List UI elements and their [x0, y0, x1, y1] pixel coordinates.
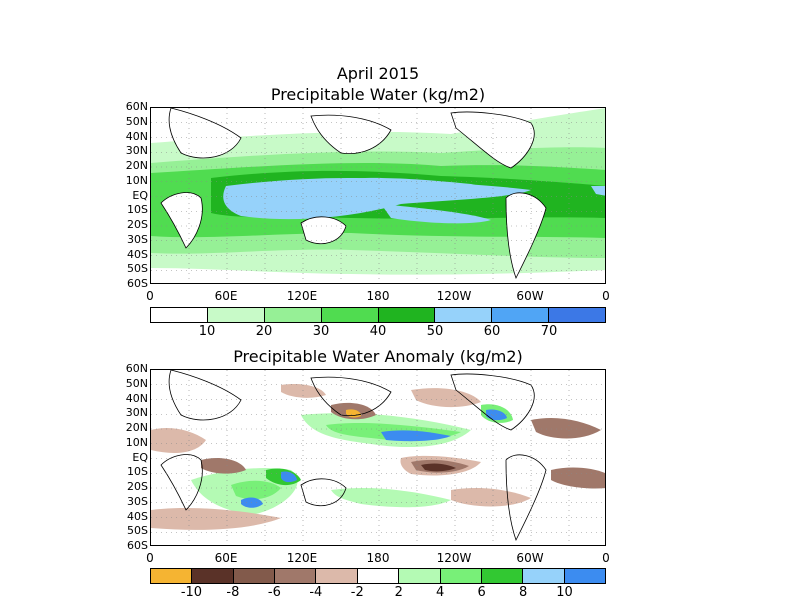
precipitable-water-anomaly-map [150, 369, 606, 546]
colorbar-swatch [321, 308, 379, 322]
colorbar-label: -10 [180, 585, 203, 600]
map-title-variable: Precipitable Water (kg/m2) [270, 85, 486, 104]
lat-label: 40N [125, 129, 148, 143]
lon-label: 120E [286, 551, 318, 565]
lon-label: 120W [436, 551, 472, 565]
lat-label: 50S [127, 524, 148, 538]
lat-label: 20S [127, 480, 148, 493]
lon-label: 60W [516, 289, 544, 303]
colorbar-swatch [435, 308, 493, 322]
lon-label: 180 [366, 551, 390, 565]
lat-label: 20N [125, 421, 148, 434]
lat-label: 50N [125, 114, 148, 128]
lat-label: 20N [125, 159, 148, 172]
colorbar-label: 2 [394, 585, 403, 600]
lon-label: 120E [286, 289, 318, 303]
anomaly-map-title: Precipitable Water Anomaly (kg/m2) [233, 347, 523, 366]
colorbar-swatch [523, 569, 565, 583]
lon-label: 0 [602, 289, 610, 303]
lat-label: 60S [127, 539, 148, 552]
lat-label: EQ [132, 450, 148, 464]
lat-label: 10N [125, 173, 148, 187]
lat-label: 30N [125, 406, 148, 420]
colorbar-swatch [275, 569, 317, 583]
colorbar-swatch [233, 569, 276, 583]
colorbar-label: 10 [556, 585, 573, 600]
colorbar-swatch [481, 569, 524, 583]
lon-label: 60W [516, 551, 544, 565]
colorbar-label: 70 [540, 324, 558, 339]
colorbar-label: 20 [255, 324, 273, 339]
colorbar-swatch [357, 569, 400, 583]
colorbar-label: 50 [426, 324, 444, 339]
lat-label: 60N [125, 100, 148, 113]
map-title-date: April 2015 [336, 64, 420, 83]
colorbar-swatch [316, 569, 358, 583]
colorbar-swatch [192, 569, 234, 583]
precipitable-water-map [150, 107, 606, 284]
lat-label: 50S [127, 262, 148, 276]
lon-label: 0 [146, 289, 154, 303]
lat-label: 60S [127, 277, 148, 290]
lon-label: 60E [214, 289, 238, 303]
colorbar-swatch [378, 308, 436, 322]
colorbar-label: 10 [198, 324, 216, 339]
lon-label: 180 [366, 289, 390, 303]
lat-label: 40N [125, 391, 148, 405]
colorbar-label: -6 [267, 585, 281, 600]
colorbar-swatch [492, 308, 550, 322]
colorbar-swatch [549, 308, 605, 322]
colorbar-swatch [440, 569, 482, 583]
lat-label: 30S [127, 494, 148, 508]
anomaly-colorbar [150, 568, 606, 584]
lat-label: EQ [132, 188, 148, 202]
colorbar-swatch [151, 569, 193, 583]
anomaly-field [151, 370, 605, 545]
lon-label: 0 [602, 551, 610, 565]
colorbar-label: 40 [369, 324, 387, 339]
lat-label: 10S [127, 465, 148, 479]
colorbar-label: -2 [350, 585, 364, 600]
colorbar-label: 4 [436, 585, 445, 600]
lon-label: 120W [436, 289, 472, 303]
colorbar-label: 60 [483, 324, 501, 339]
lat-label: 20S [127, 218, 148, 231]
colorbar-swatch [151, 308, 208, 322]
precipitable-water-colorbar [150, 307, 606, 323]
lon-label: 0 [146, 551, 154, 565]
lat-label: 10S [127, 203, 148, 217]
colorbar-label: 6 [477, 585, 486, 600]
colorbar-swatch [564, 569, 605, 583]
lat-label: 30S [127, 232, 148, 246]
lat-label: 40S [127, 509, 148, 523]
colorbar-label: -4 [309, 585, 323, 600]
lat-label: 10N [125, 435, 148, 449]
lon-label: 60E [214, 551, 238, 565]
colorbar-swatch [399, 569, 441, 583]
colorbar-label: -8 [226, 585, 240, 600]
colorbar-label: 8 [518, 585, 528, 600]
colorbar-label: 30 [312, 324, 330, 339]
colorbar-swatch [207, 308, 265, 322]
precipitable-water-field [151, 108, 605, 283]
lat-label: 60N [125, 362, 148, 375]
colorbar-swatch [264, 308, 322, 322]
lat-label: 30N [125, 144, 148, 158]
lat-label: 50N [125, 376, 148, 390]
lat-label: 40S [127, 247, 148, 261]
